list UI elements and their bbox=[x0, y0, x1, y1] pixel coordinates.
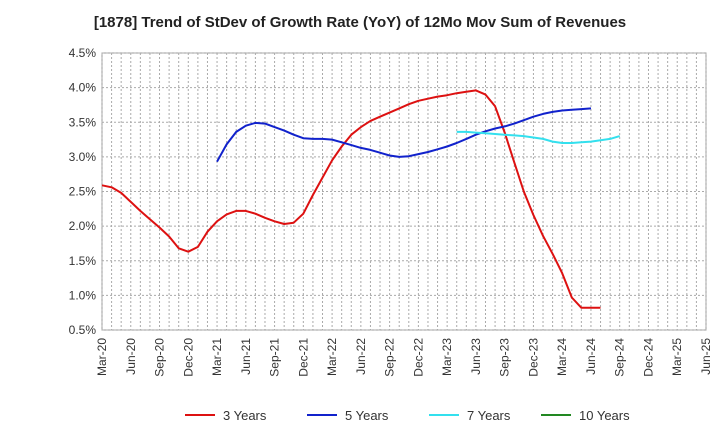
x-tick-label: Sep-21 bbox=[268, 338, 282, 377]
series-line-5-years bbox=[216, 107, 592, 163]
x-tick-label: Mar-23 bbox=[440, 338, 454, 376]
x-tick-label: Jun-23 bbox=[469, 338, 483, 375]
y-tick-label: 3.5% bbox=[69, 115, 97, 129]
x-tick-label: Sep-20 bbox=[153, 338, 167, 377]
y-tick-label: 2.5% bbox=[69, 185, 97, 199]
x-tick-label: Mar-21 bbox=[210, 338, 224, 376]
x-tick-label: Sep-22 bbox=[383, 338, 397, 377]
x-tick-label: Sep-23 bbox=[498, 338, 512, 377]
x-tick-label: Mar-20 bbox=[95, 338, 109, 376]
legend-label: 7 Years bbox=[467, 408, 511, 423]
chart-title: [1878] Trend of StDev of Growth Rate (Yo… bbox=[93, 14, 627, 31]
x-tick-label: Dec-22 bbox=[411, 338, 425, 377]
legend-label: 5 Years bbox=[345, 408, 389, 423]
x-tick-label: Jun-24 bbox=[584, 338, 598, 375]
series-line-3-years bbox=[101, 89, 601, 309]
y-tick-label: 4.5% bbox=[69, 46, 97, 60]
x-tick-label: Mar-25 bbox=[670, 338, 684, 376]
x-tick-label: Jun-21 bbox=[239, 338, 253, 375]
x-tick-label: Jun-22 bbox=[354, 338, 368, 375]
legend-label: 3 Years bbox=[223, 408, 267, 423]
y-tick-label: 4.0% bbox=[69, 81, 97, 95]
x-tick-label: Dec-20 bbox=[181, 338, 195, 377]
x-tick-label: Dec-21 bbox=[296, 338, 310, 377]
x-tick-label: Mar-22 bbox=[325, 338, 339, 376]
legend-label: 10 Years bbox=[579, 408, 630, 423]
x-tick-label: Mar-24 bbox=[555, 338, 569, 376]
x-axis: Mar-20 Jun-20 Sep-20 Dec-20 Mar-21 Jun-21 Sep-… bbox=[95, 338, 713, 377]
y-tick-label: 1.5% bbox=[69, 254, 97, 268]
series-line-7-years bbox=[456, 130, 620, 144]
x-tick-label: Dec-24 bbox=[641, 338, 655, 377]
y-tick-label: 2.0% bbox=[69, 219, 97, 233]
legend: 3 Years 5 Years 7 Years 10 Years bbox=[185, 408, 630, 423]
y-tick-label: 3.0% bbox=[69, 150, 97, 164]
y-axis: 0.5% 1.0% 1.5% 2.0% 2.5% 3.0% 3.5% 4.0% 4.5% bbox=[69, 46, 97, 337]
x-tick-label: Dec-23 bbox=[526, 338, 540, 377]
series-group bbox=[101, 89, 620, 309]
y-tick-label: 1.0% bbox=[69, 288, 97, 302]
x-tick-label: Jun-25 bbox=[699, 338, 713, 375]
x-tick-label: Sep-24 bbox=[613, 338, 627, 377]
y-tick-label: 0.5% bbox=[69, 323, 97, 337]
x-tick-label: Jun-20 bbox=[124, 338, 138, 375]
